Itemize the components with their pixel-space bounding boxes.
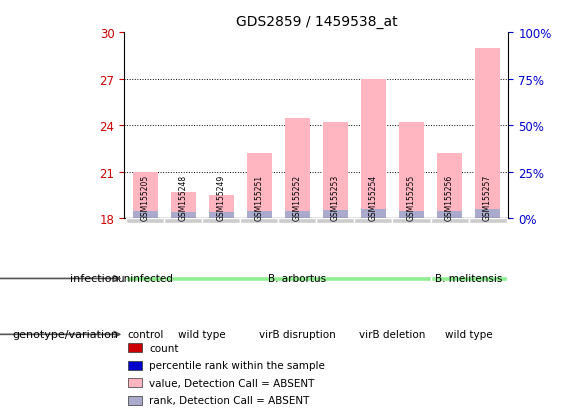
Bar: [126, 219, 164, 223]
Bar: [437, 154, 462, 219]
Bar: [171, 192, 195, 219]
Bar: [437, 211, 462, 219]
Bar: [361, 79, 386, 219]
Bar: [164, 277, 431, 281]
Bar: [240, 219, 279, 223]
Text: percentile rank within the sample: percentile rank within the sample: [149, 361, 325, 370]
Bar: [209, 196, 234, 219]
Text: GSM155248: GSM155248: [179, 175, 188, 221]
Bar: [128, 396, 142, 405]
Text: GSM155254: GSM155254: [369, 175, 378, 221]
Text: genotype/variation: genotype/variation: [12, 330, 119, 339]
Bar: [202, 219, 240, 223]
Text: control: control: [127, 330, 163, 339]
Text: GSM155251: GSM155251: [255, 175, 264, 221]
Bar: [393, 219, 431, 223]
Text: value, Detection Call = ABSENT: value, Detection Call = ABSENT: [149, 378, 315, 388]
Bar: [128, 361, 142, 370]
Bar: [475, 210, 500, 219]
Text: GSM155253: GSM155253: [331, 175, 340, 221]
Bar: [133, 211, 158, 219]
Text: GSM155255: GSM155255: [407, 175, 416, 221]
Text: GSM155205: GSM155205: [141, 175, 150, 221]
Bar: [316, 219, 354, 223]
Bar: [354, 219, 393, 223]
Text: GSM155249: GSM155249: [217, 175, 226, 221]
Text: rank, Detection Call = ABSENT: rank, Detection Call = ABSENT: [149, 396, 310, 406]
Bar: [475, 49, 500, 219]
Bar: [128, 378, 142, 387]
Bar: [128, 343, 142, 352]
Text: GSM155252: GSM155252: [293, 175, 302, 221]
Title: GDS2859 / 1459538_at: GDS2859 / 1459538_at: [236, 15, 397, 29]
Bar: [285, 118, 310, 219]
Bar: [323, 123, 348, 219]
Bar: [399, 123, 424, 219]
Text: GSM155257: GSM155257: [483, 175, 492, 221]
Bar: [361, 210, 386, 219]
Bar: [164, 219, 202, 223]
Bar: [285, 211, 310, 219]
Bar: [468, 219, 507, 223]
Text: virB disruption: virB disruption: [259, 330, 336, 339]
Text: count: count: [149, 343, 179, 353]
Text: virB deletion: virB deletion: [359, 330, 425, 339]
Text: infection: infection: [70, 274, 119, 284]
Text: B. arbortus: B. arbortus: [268, 274, 327, 284]
Text: uninfected: uninfected: [118, 274, 173, 284]
Bar: [399, 211, 424, 219]
Text: wild type: wild type: [179, 330, 226, 339]
Text: GSM155256: GSM155256: [445, 175, 454, 221]
Bar: [431, 277, 507, 281]
Bar: [247, 154, 272, 219]
Bar: [126, 277, 164, 281]
Bar: [209, 213, 234, 219]
Text: wild type: wild type: [445, 330, 492, 339]
Bar: [171, 213, 195, 219]
Bar: [323, 210, 348, 219]
Bar: [431, 219, 468, 223]
Text: B. melitensis: B. melitensis: [435, 274, 502, 284]
Bar: [247, 211, 272, 219]
Bar: [133, 173, 158, 219]
Bar: [279, 219, 316, 223]
